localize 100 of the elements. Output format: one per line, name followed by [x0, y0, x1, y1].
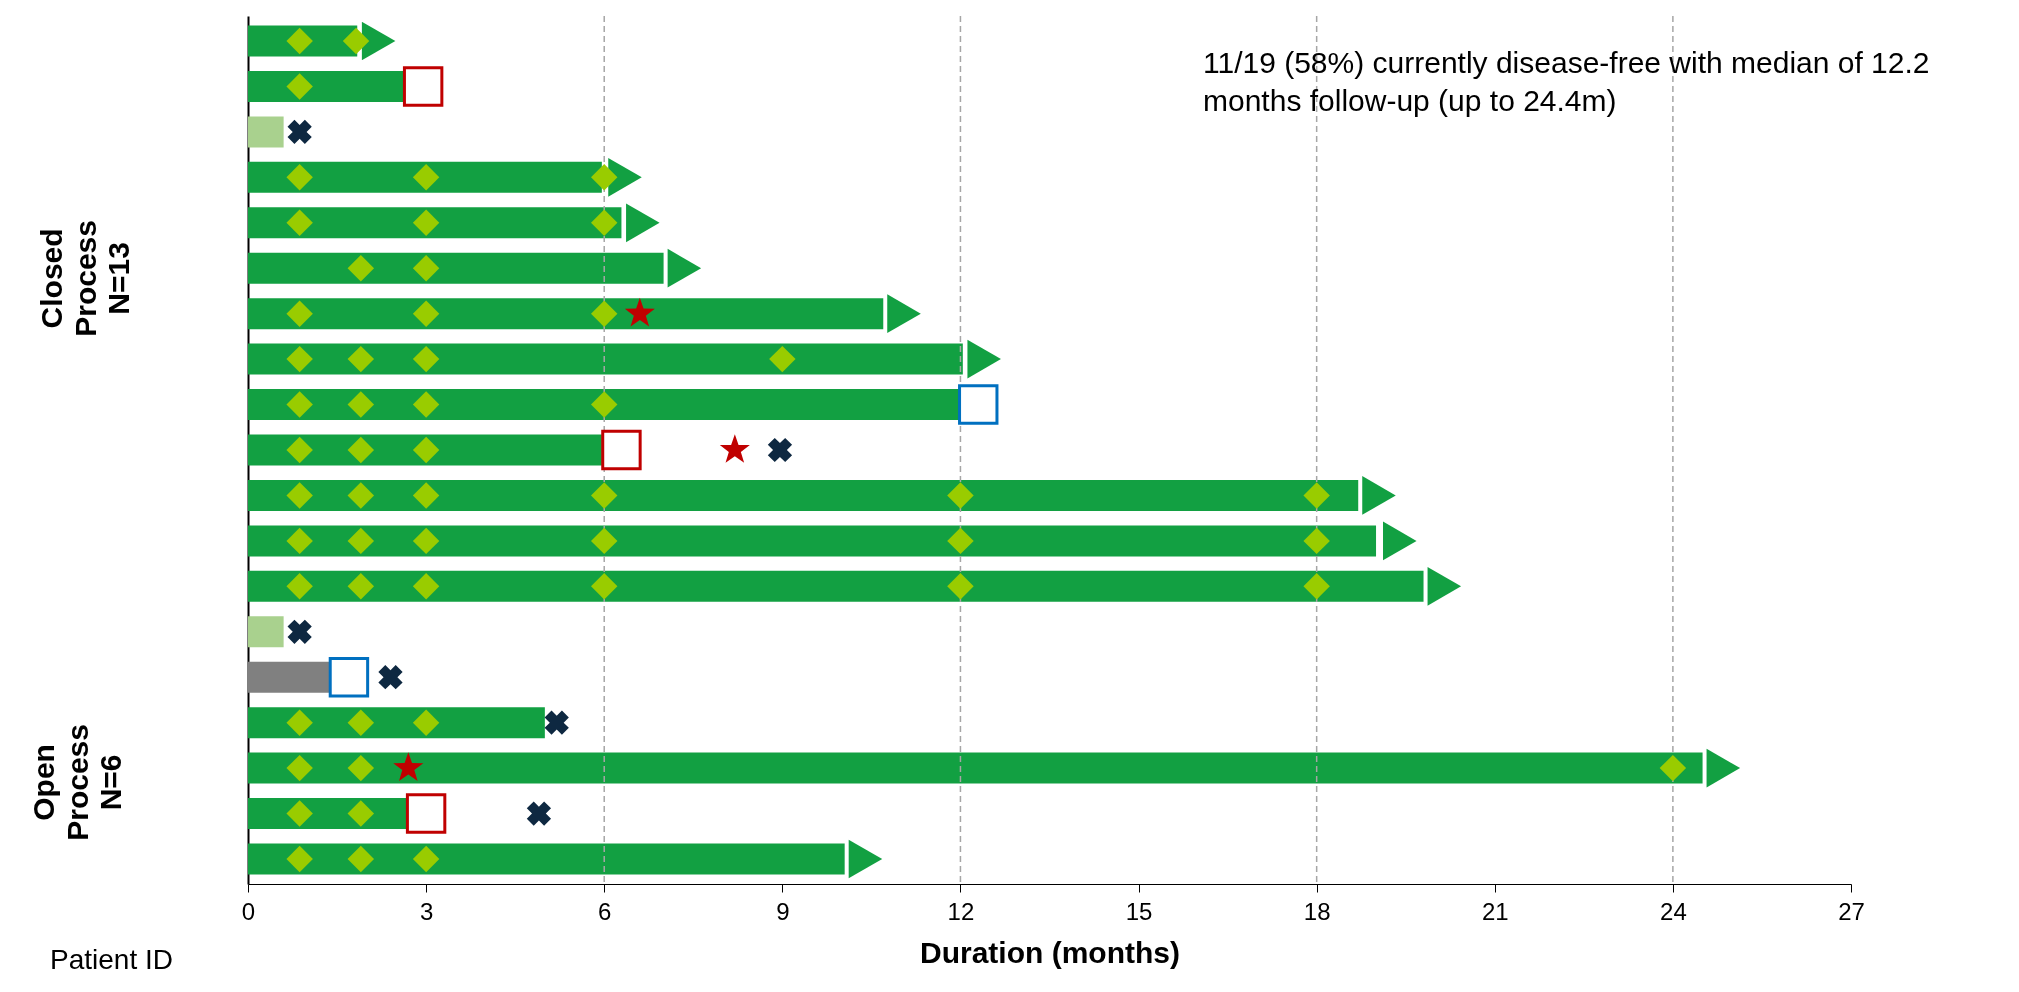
point: [347, 527, 375, 555]
point: [590, 300, 618, 327]
point: [719, 434, 750, 463]
bar: [248, 207, 622, 239]
x-tick-label: 6: [598, 897, 612, 925]
point: [624, 297, 655, 327]
bar: [248, 116, 284, 148]
point: [347, 482, 375, 509]
point: [286, 709, 313, 736]
point: [1303, 482, 1330, 509]
point: [590, 527, 618, 555]
point: [347, 754, 375, 782]
bar: [248, 298, 884, 330]
point: [412, 391, 440, 418]
bar: [248, 843, 845, 875]
point: [378, 665, 403, 690]
point: [412, 209, 440, 236]
point: [412, 527, 440, 555]
point: [769, 345, 796, 373]
point: [287, 119, 312, 145]
point: [590, 573, 618, 600]
y-axis-title: Patient ID: [50, 944, 173, 976]
point: [286, 800, 313, 827]
point: [848, 839, 883, 879]
point: [412, 709, 440, 736]
point: [1303, 527, 1330, 555]
x-tick-label: 12: [947, 897, 975, 925]
point: [958, 384, 999, 425]
point: [286, 300, 313, 327]
text: Open Process N=6: [26, 723, 128, 843]
point: [286, 754, 313, 782]
point: [544, 710, 569, 735]
point: [412, 436, 440, 464]
point: [393, 752, 424, 781]
point: [402, 66, 444, 107]
bar: [248, 570, 1424, 602]
point: [286, 436, 313, 464]
bar: [248, 752, 1703, 784]
x-tick-label: 21: [1481, 897, 1509, 925]
bar: [248, 343, 963, 375]
point: [887, 294, 921, 334]
bar: [248, 479, 1359, 511]
point: [347, 254, 375, 282]
point: [1427, 566, 1462, 606]
point: [412, 573, 440, 600]
point: [347, 345, 375, 373]
point: [286, 845, 313, 873]
point: [412, 482, 440, 509]
point: [347, 800, 375, 827]
x-tick-label: 27: [1838, 897, 1865, 925]
point: [412, 300, 440, 327]
point: [1383, 521, 1417, 561]
point: [1659, 754, 1687, 782]
point: [590, 209, 618, 236]
point: [286, 73, 313, 100]
point: [667, 248, 702, 288]
point: [361, 21, 396, 61]
point: [412, 164, 440, 191]
point: [347, 436, 375, 464]
x-tick-label: 0: [241, 897, 256, 925]
bar: [248, 389, 961, 421]
bar: [248, 616, 284, 648]
bar: [248, 70, 406, 102]
text: Closed Process N=13: [34, 219, 136, 339]
point: [947, 482, 974, 509]
point: [347, 709, 375, 736]
annotation: 11/19 (58%) currently disease-free with median of 12.2 months follow-up (up to 24.4m): [1203, 45, 1931, 119]
x-tick-label: 18: [1303, 897, 1331, 925]
bar: [248, 161, 602, 193]
point: [590, 391, 618, 418]
x-tick-label: 3: [419, 897, 434, 925]
x-tick-label: 9: [776, 897, 790, 925]
point: [286, 164, 313, 191]
point: [286, 345, 313, 373]
point: [1303, 573, 1330, 600]
point: [412, 845, 440, 873]
point: [1706, 748, 1741, 788]
point: [412, 254, 440, 282]
point: [967, 339, 1001, 379]
point: [1362, 476, 1396, 515]
point: [947, 573, 974, 600]
point: [590, 482, 618, 509]
x-tick-label: 15: [1125, 897, 1153, 925]
point: [286, 527, 313, 555]
bar: [248, 252, 664, 284]
point: [347, 573, 375, 600]
point: [286, 209, 313, 236]
point: [412, 345, 440, 373]
point: [287, 619, 312, 644]
point: [626, 203, 660, 243]
point: [286, 573, 313, 600]
point: [342, 27, 370, 55]
point: [347, 391, 375, 418]
point: [286, 391, 313, 418]
x-axis-title: Duration (months): [920, 935, 1180, 969]
point: [601, 429, 642, 471]
point: [767, 437, 793, 463]
bar: [248, 661, 331, 693]
bar: [248, 525, 1377, 557]
point: [347, 845, 375, 873]
